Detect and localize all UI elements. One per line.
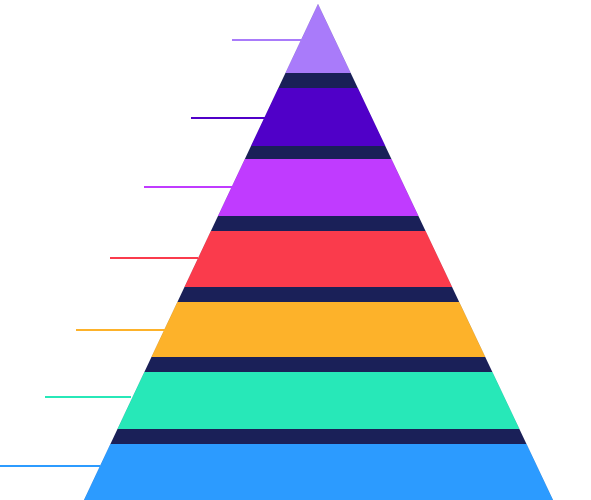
pyramid-layer [151,302,486,357]
pyramid-layer [218,159,419,216]
pyramid-layer [184,231,453,287]
pyramid-layer [285,4,351,73]
pyramid-layer [251,88,386,146]
pyramid-layer [84,444,553,500]
pyramid-layer [117,372,520,429]
